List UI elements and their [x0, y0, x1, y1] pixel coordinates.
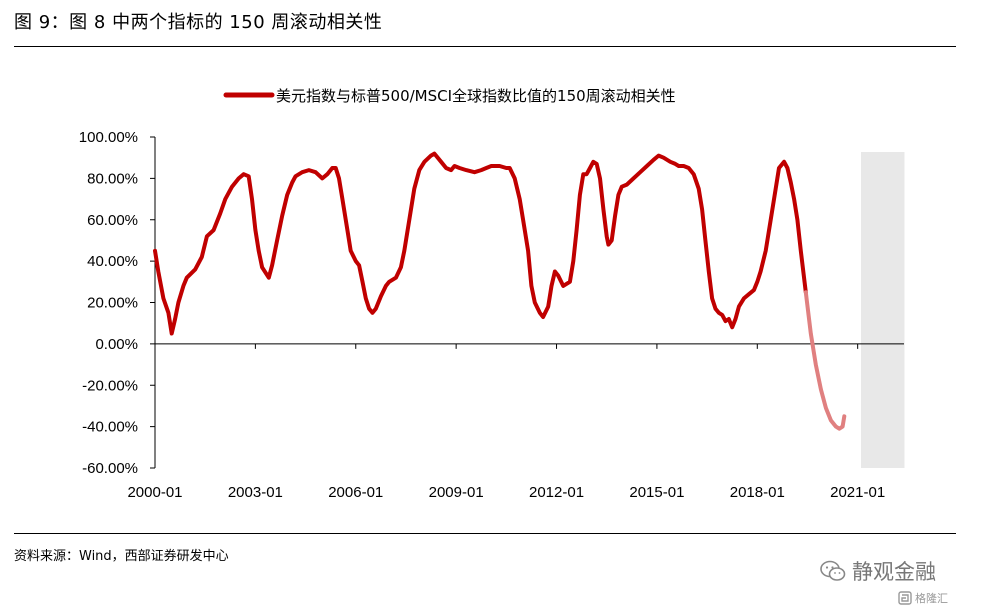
watermark-text: 静观金融	[852, 560, 936, 584]
x-axis: 2000-01 2003-01 2006-01 2009-01 2012-01 2015-…	[127, 343, 904, 501]
x-tick-label: 2021-01	[830, 484, 885, 501]
x-tick-label: 2018-01	[730, 484, 785, 501]
y-tick-label: 20.00%	[87, 295, 138, 312]
x-tick-label: 2012-01	[529, 484, 584, 501]
gelonghui-logo-icon	[898, 591, 912, 605]
watermark-secondary: 格隆汇	[898, 590, 948, 606]
source-note: 资料来源：Wind，西部证券研发中心	[14, 549, 229, 564]
y-tick-label: 60.00%	[87, 212, 138, 229]
watermark-secondary-text: 格隆汇	[915, 592, 948, 605]
y-tick-label: 0.00%	[95, 336, 138, 353]
figure-title: 图 9：图 8 中两个指标的 150 周滚动相关性	[14, 12, 383, 33]
y-tick-label: -20.00%	[82, 377, 138, 394]
header-divider	[14, 46, 956, 47]
x-tick-label: 2003-01	[228, 484, 283, 501]
wechat-icon	[820, 560, 846, 581]
watermark: 静观金融	[820, 556, 936, 586]
legend-label: 美元指数与标普500/MSCI全球指数比值的150周滚动相关性	[276, 87, 676, 105]
footer-divider	[14, 533, 956, 534]
y-tick-label: 100.00%	[79, 129, 138, 146]
legend: 美元指数与标普500/MSCI全球指数比值的150周滚动相关性	[223, 87, 676, 105]
x-tick-label: 2006-01	[328, 484, 383, 501]
y-tick-label: 40.00%	[87, 253, 138, 270]
y-tick-label: -60.00%	[82, 460, 138, 477]
x-tick-label: 2015-01	[629, 484, 684, 501]
y-axis: 100.00% 80.00% 60.00% 40.00% 20.00% 0.00% -20.…	[79, 129, 156, 477]
shaded-forecast-region	[861, 152, 905, 468]
correlation-line-chart: 100.00% 80.00% 60.00% 40.00% 20.00% 0.00% -20.…	[79, 87, 905, 501]
y-tick-label: 80.00%	[87, 170, 138, 187]
x-tick-label: 2000-01	[127, 484, 182, 501]
series-line	[153, 151, 808, 336]
x-tick-label: 2009-01	[429, 484, 484, 501]
y-tick-label: -40.00%	[82, 419, 138, 436]
projection-line	[803, 290, 847, 431]
